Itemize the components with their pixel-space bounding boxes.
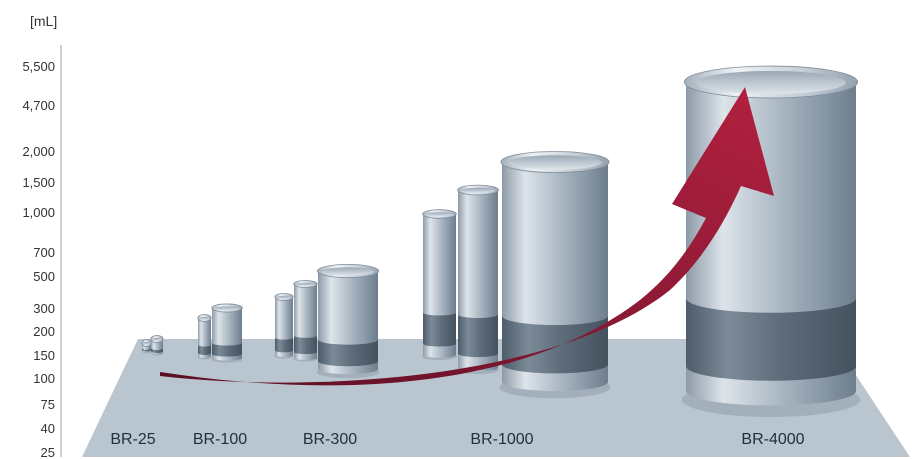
tank-group [141,65,861,418]
y-tick-label: 500 [33,269,55,284]
tank-br-300-150 [274,293,294,359]
category-label: BR-100 [193,431,247,448]
tank-br-25-25 [141,339,152,354]
tank-br-100-100 [211,303,243,363]
y-tick-label: 1,000 [22,205,55,220]
y-tick-label: 40 [41,421,55,436]
y-tick-label: 5,500 [22,59,55,74]
y-tick-label: 200 [33,324,55,339]
y-tick-label: 2,000 [22,144,55,159]
y-tick-label: 100 [33,371,55,386]
tank-br-300-200 [293,280,318,362]
category-label: BR-300 [303,431,357,448]
y-tick-label: 300 [33,301,55,316]
category-label: BR-4000 [741,431,804,448]
y-tick-label: 75 [41,397,55,412]
y-tick-label: 150 [33,348,55,363]
y-tick-label: 700 [33,245,55,260]
tank-br-25-40 [150,335,164,356]
y-axis-unit: [mL] [30,13,57,29]
y-tick-label: 1,500 [22,175,55,190]
category-label: BR-25 [110,431,155,448]
y-tick-label: 4,700 [22,98,55,113]
tank-br-4000-4700 [681,65,861,418]
y-tick-label: 25 [41,445,55,459]
tank-br-300-300 [316,263,380,379]
category-label: BR-1000 [470,431,533,448]
category-labels: BR-25 BR-100 BR-300 BR-1000 BR-4000 [110,431,804,448]
y-tick-labels: 25 40 75 100 150 200 300 500 700 1,000 1,500 2,000 4… [22,59,55,459]
tank-br-1000-1000 [499,151,611,399]
tank-br-1000-700 [457,184,499,375]
tank-br-1000-500 [422,209,457,361]
tank-br-100-75 [197,314,212,360]
